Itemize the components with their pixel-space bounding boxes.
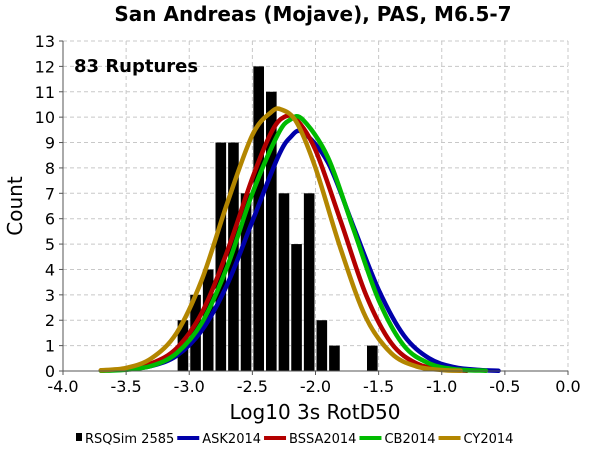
chart-title: San Andreas (Mojave), PAS, M6.5-7 [114,2,511,26]
legend-label: BSSA2014 [289,432,356,447]
rupture-count-annotation: 83 Ruptures [74,56,198,77]
legend-label: CY2014 [464,432,514,447]
legend-label: RSQSim 2585 [85,432,174,447]
curve-cb2014 [98,113,489,373]
y-tick-label: 1 [45,337,55,356]
histogram-bar [303,193,315,371]
x-tick-label: -0.5 [489,377,520,396]
histogram-bar [291,244,302,371]
x-tick-label: -1.0 [426,377,457,396]
y-tick-label: 9 [45,134,55,153]
curve-cy2014 [98,106,463,373]
x-tick-label: -3.5 [111,377,142,396]
x-tick-label: -2.5 [237,377,268,396]
x-tick-label: -4.0 [47,377,78,396]
histogram-bar [228,142,239,371]
y-axis-label: Count [3,176,27,236]
y-tick-label: 10 [35,108,55,127]
histogram-bar [253,66,264,371]
y-tick-label: 12 [35,57,55,76]
histogram-bar [215,142,227,371]
y-tick-label: 11 [35,83,55,102]
histogram-bar [329,345,340,371]
legend-label: CB2014 [384,432,435,447]
model-curves [98,106,501,373]
histogram-bar [367,345,378,371]
x-axis-ticks: -4.0 -3.5 -3.0 -2.5 -2.0 -1.5 -1.0 -0.5 0.0 [47,371,581,396]
legend-item: RSQSim 2585 [76,432,174,447]
legend-label: ASK2014 [202,432,261,447]
histogram-bar [240,193,252,371]
histogram-bar [316,320,328,371]
x-tick-label: 0.0 [555,377,580,396]
y-tick-label: 7 [45,184,55,203]
x-tick-label: -1.5 [363,377,394,396]
y-tick-label: 0 [45,362,55,381]
x-tick-label: -2.0 [300,377,331,396]
y-tick-label: 5 [45,235,55,254]
y-tick-label: 8 [45,159,55,178]
histogram-bar [266,91,277,372]
y-tick-label: 3 [45,286,55,305]
x-axis-label: Log10 3s RotD50 [230,400,401,424]
legend-swatch [76,433,82,441]
legend-item: ASK2014 [177,432,261,447]
grid [62,40,569,372]
legend: RSQSim 2585 ASK2014 BSSA2014 CB2014 CY2014 [76,432,513,447]
histogram-bar [278,193,290,371]
y-tick-label: 2 [45,311,55,330]
y-tick-label: 6 [45,210,55,229]
legend-item: CB2014 [359,432,436,447]
legend-item: CY2014 [438,432,514,447]
y-tick-label: 4 [45,260,55,279]
y-tick-label: 13 [35,32,55,51]
legend-item: BSSA2014 [264,432,356,447]
x-tick-label: -3.0 [174,377,205,396]
curve-bssa2014 [98,113,470,373]
